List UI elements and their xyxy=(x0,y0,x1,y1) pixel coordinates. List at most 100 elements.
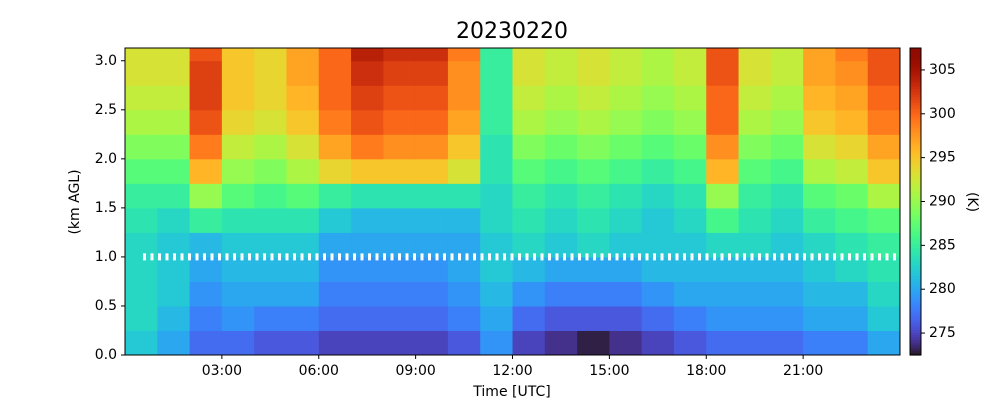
heat-cell xyxy=(544,134,578,160)
heat-cell xyxy=(189,158,223,184)
heat-cell xyxy=(351,85,384,111)
heat-cell xyxy=(189,330,223,356)
heat-cell xyxy=(577,85,610,111)
heat-cell xyxy=(254,183,287,209)
heat-cell xyxy=(706,158,740,184)
heat-cell xyxy=(738,305,772,331)
colorbar-step xyxy=(910,216,921,221)
heat-cell xyxy=(157,281,191,307)
heat-cell xyxy=(835,256,869,282)
colorbar-step xyxy=(910,142,921,146)
heat-cell xyxy=(641,305,675,331)
heat-cell xyxy=(157,85,191,111)
colorbar-step xyxy=(910,96,921,100)
heat-cell xyxy=(480,48,513,62)
heat-cell xyxy=(544,281,578,307)
heat-cell xyxy=(512,281,546,307)
heat-cell xyxy=(641,207,675,233)
heat-cell xyxy=(125,330,158,356)
heat-cell xyxy=(544,232,578,258)
heat-cell xyxy=(512,183,546,209)
colorbar-step xyxy=(910,237,921,241)
heat-cell xyxy=(803,207,836,233)
heat-cell xyxy=(480,207,513,233)
heat-cell xyxy=(351,183,384,209)
y-tick-label: 3.0 xyxy=(95,53,117,69)
colorbar-step xyxy=(910,329,921,333)
heat-cell xyxy=(609,232,643,258)
heat-cell xyxy=(706,330,740,356)
heat-cell xyxy=(415,109,449,135)
heat-cell xyxy=(447,134,481,160)
colorbar-step xyxy=(910,331,921,336)
heat-cell xyxy=(770,60,804,86)
heat-cell xyxy=(318,207,352,233)
heat-cell xyxy=(318,232,352,258)
colorbar-step xyxy=(910,68,921,72)
heat-cell xyxy=(480,256,513,282)
heat-cell xyxy=(415,305,449,331)
heat-cell xyxy=(351,207,384,233)
heat-cell xyxy=(867,60,901,86)
colorbar-step xyxy=(910,50,921,54)
heat-cell xyxy=(577,134,610,160)
heat-cell xyxy=(254,48,287,62)
heat-cell xyxy=(577,158,610,184)
colorbar-step xyxy=(910,349,921,354)
heat-cell xyxy=(286,183,320,209)
heat-cell xyxy=(254,134,287,160)
heat-cell xyxy=(351,232,384,258)
heat-cell xyxy=(803,183,836,209)
heat-cell xyxy=(641,85,675,111)
heat-cell xyxy=(835,232,869,258)
colorbar-step xyxy=(910,278,921,282)
colorbar-step xyxy=(910,270,921,274)
heat-cell xyxy=(803,109,836,135)
heat-cell xyxy=(803,158,836,184)
x-tick-label: 21:00 xyxy=(783,363,823,379)
heat-cell xyxy=(867,256,901,282)
heat-cell xyxy=(609,109,643,135)
heat-cell xyxy=(641,158,675,184)
heat-cell xyxy=(189,183,223,209)
heat-cell xyxy=(738,85,772,111)
colorbar-step xyxy=(910,337,921,341)
colorbar-step xyxy=(910,303,921,307)
colorbar-step xyxy=(910,122,921,126)
heat-cell xyxy=(577,207,610,233)
heat-cell xyxy=(254,60,287,86)
heat-cell xyxy=(738,60,772,86)
heat-cell xyxy=(803,60,836,86)
colorbar-step xyxy=(910,129,921,134)
heat-cell xyxy=(641,109,675,135)
heat-cell xyxy=(770,109,804,135)
heat-cell xyxy=(318,48,352,62)
heat-cell xyxy=(738,158,772,184)
heat-cell xyxy=(157,256,191,282)
x-tick-label: 18:00 xyxy=(686,363,726,379)
heat-cell xyxy=(286,109,320,135)
colorbar-step xyxy=(910,255,921,259)
heat-cell xyxy=(609,281,643,307)
heat-cell xyxy=(447,256,481,282)
heat-cell xyxy=(738,207,772,233)
heat-cell xyxy=(351,330,384,356)
heat-cell xyxy=(706,134,740,160)
colorbar-step xyxy=(910,109,921,113)
heat-cell xyxy=(415,183,449,209)
heat-cell xyxy=(480,330,513,356)
colorbar-step xyxy=(910,283,921,287)
heat-cell xyxy=(673,330,707,356)
colorbar-step xyxy=(910,165,921,169)
heat-cell xyxy=(544,305,578,331)
heat-cell xyxy=(770,232,804,258)
heat-cell xyxy=(415,207,449,233)
heat-cell xyxy=(318,60,352,86)
heat-cell xyxy=(157,232,191,258)
colorbar-step xyxy=(910,209,921,213)
heat-cell xyxy=(125,256,158,282)
heat-cell xyxy=(189,109,223,135)
x-axis-label: Time [UTC] xyxy=(472,384,550,400)
heat-cell xyxy=(254,330,287,356)
heat-cell xyxy=(415,60,449,86)
